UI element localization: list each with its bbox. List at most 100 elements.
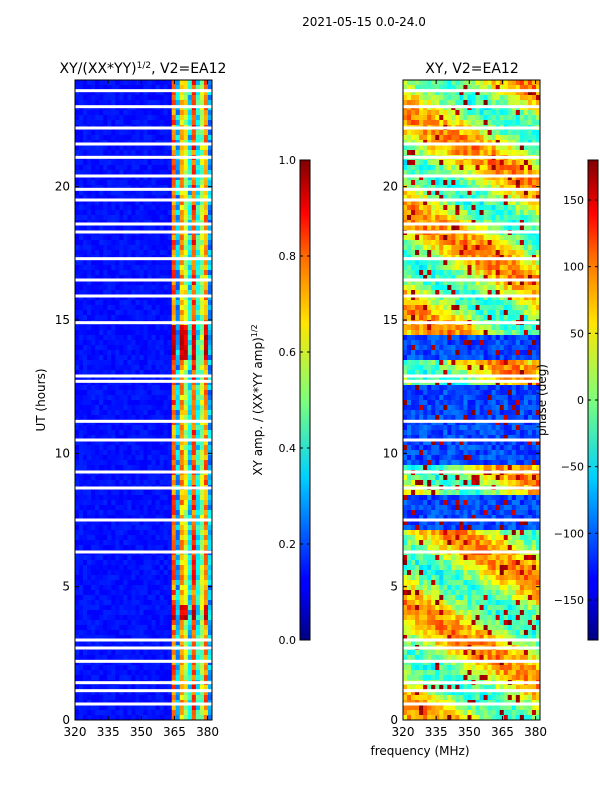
heat-cell — [159, 100, 165, 106]
heat-cell — [207, 610, 213, 616]
heat-cell — [435, 135, 440, 141]
heat-cell — [195, 445, 201, 451]
heat-cell — [183, 685, 189, 691]
heat-cell — [179, 410, 185, 416]
heat-cell — [79, 115, 84, 121]
heat-cell — [107, 410, 112, 416]
heat-cell — [79, 285, 84, 291]
heat-cell — [91, 560, 96, 566]
heat-cell — [115, 350, 120, 356]
heat-cell — [123, 115, 128, 121]
heat-cell — [415, 120, 420, 126]
heat-cell — [415, 130, 420, 136]
heat-cell — [167, 510, 173, 516]
heat-cell — [143, 570, 148, 576]
heat-cell — [131, 575, 136, 581]
heat-cell — [99, 655, 104, 661]
heat-cell — [147, 600, 152, 606]
heat-cell — [159, 595, 165, 601]
heat-cell — [463, 120, 468, 126]
heat-cell — [151, 95, 156, 101]
heat-cell — [151, 135, 156, 141]
heat-cell — [495, 145, 501, 151]
heat-cell — [123, 245, 128, 251]
heat-cell — [163, 565, 169, 571]
heat-cell — [83, 175, 88, 181]
colorbar1-label: XY amp. / (XX*YY amp)1/2 — [250, 324, 265, 475]
heat-cell — [127, 275, 132, 281]
heat-cell — [87, 555, 92, 561]
heat-cell — [91, 515, 96, 521]
heat-cell — [127, 245, 132, 251]
heat-cell — [75, 515, 80, 521]
heat-cell — [199, 90, 205, 96]
heat-cell — [207, 305, 213, 311]
heat-cell — [207, 350, 213, 356]
heat-cell — [163, 570, 169, 576]
heat-cell — [195, 395, 201, 401]
heat-cell — [175, 490, 181, 496]
heat-cell — [115, 685, 120, 691]
heat-cell — [195, 495, 201, 501]
heat-cell — [199, 450, 205, 456]
heat-cell — [143, 355, 148, 361]
heat-cell — [155, 150, 161, 156]
heat-cell — [99, 215, 104, 221]
heat-cell — [195, 100, 201, 106]
heat-cell — [111, 295, 116, 301]
heat-cell — [199, 235, 205, 241]
heat-cell — [167, 425, 173, 431]
heat-cell — [191, 620, 197, 626]
heat-cell — [83, 350, 88, 356]
heat-cell — [139, 525, 144, 531]
heat-cell — [159, 575, 165, 581]
heat-cell — [119, 150, 124, 156]
heat-cell — [187, 630, 193, 636]
heat-cell — [175, 130, 181, 136]
heat-cell — [431, 90, 436, 96]
heat-cell — [423, 120, 428, 126]
heat-cell — [171, 195, 177, 201]
heat-cell — [199, 580, 205, 586]
heat-cell — [99, 355, 104, 361]
heat-cell — [143, 400, 148, 406]
heat-cell — [203, 450, 209, 456]
heat-cell — [143, 595, 148, 601]
heat-cell — [159, 615, 165, 621]
heat-cell — [183, 575, 189, 581]
heat-cell — [199, 360, 205, 366]
heat-cell — [183, 260, 189, 266]
heat-cell — [159, 190, 165, 196]
heat-cell — [147, 250, 152, 256]
heat-cell — [95, 305, 100, 311]
heat-cell — [175, 675, 181, 681]
heat-cell — [135, 415, 140, 421]
heat-cell — [131, 480, 136, 486]
heat-cell — [115, 595, 120, 601]
heat-cell — [127, 295, 132, 301]
heat-cell — [159, 85, 165, 91]
heat-cell — [147, 560, 152, 566]
heat-cell — [131, 695, 136, 701]
heat-cell — [143, 625, 148, 631]
heat-cell — [203, 545, 209, 551]
heat-cell — [107, 455, 112, 461]
heat-cell — [423, 130, 428, 136]
heat-cell — [135, 545, 140, 551]
heat-cell — [447, 120, 452, 126]
heat-cell — [503, 115, 509, 121]
heat-cell — [99, 175, 104, 181]
heat-cell — [107, 450, 112, 456]
heat-cell — [147, 540, 152, 546]
heat-cell — [79, 705, 84, 711]
heat-cell — [195, 535, 201, 541]
heat-cell — [99, 605, 104, 611]
heat-cell — [151, 110, 156, 116]
heat-cell — [203, 330, 209, 336]
heat-cell — [199, 520, 205, 526]
heat-cell — [143, 180, 148, 186]
heat-cell — [195, 400, 201, 406]
colorbar1-label-exponent: 1/2 — [250, 324, 259, 337]
heat-cell — [531, 90, 537, 96]
